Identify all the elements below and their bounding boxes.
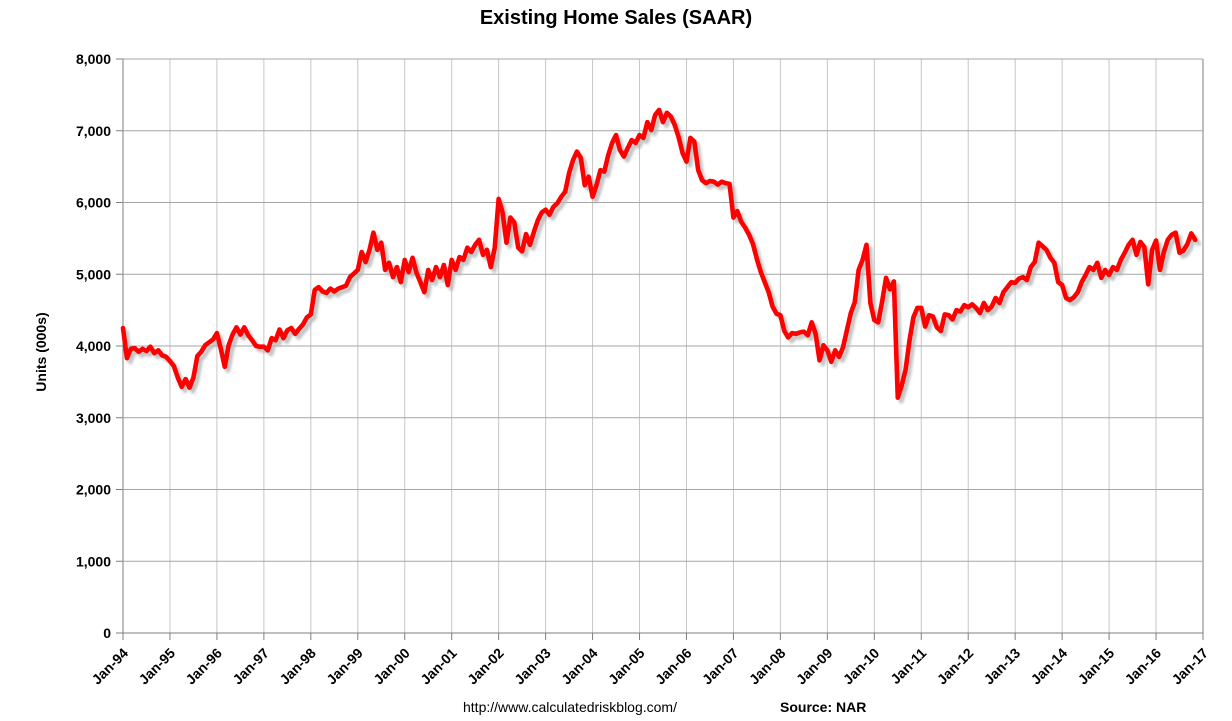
x-tick-label: Jan-14 xyxy=(1028,645,1071,688)
x-tick-label: Jan-03 xyxy=(511,645,554,688)
chart-title: Existing Home Sales (SAAR) xyxy=(479,7,753,29)
y-tick-label: 3,000 xyxy=(76,410,111,426)
x-tick-label: Jan-17 xyxy=(1168,645,1211,688)
x-tick-label: Jan-15 xyxy=(1075,645,1118,688)
x-tick-label: Jan-04 xyxy=(558,645,601,688)
x-tick-label: Jan-98 xyxy=(276,645,319,688)
x-tick-label: Jan-00 xyxy=(370,645,413,688)
y-tick-label: 2,000 xyxy=(76,482,111,498)
x-tick-label: Jan-95 xyxy=(135,645,178,688)
footer-source-value: NAR xyxy=(836,699,867,715)
footer-url: http://www.calculatedriskblog.com/ xyxy=(463,699,677,715)
x-tick-label: Jan-16 xyxy=(1121,645,1164,688)
x-tick-label: Jan-09 xyxy=(793,645,836,688)
y-tick-label: 1,000 xyxy=(76,553,111,569)
y-tick-label: 4,000 xyxy=(76,338,111,354)
x-tick-label: Jan-12 xyxy=(934,645,977,688)
y-tick-label: 6,000 xyxy=(76,195,111,211)
x-tick-label: Jan-05 xyxy=(605,645,648,688)
x-tick-label: Jan-13 xyxy=(981,645,1024,688)
x-tick-label: Jan-10 xyxy=(840,645,883,688)
horizontal-gridlines xyxy=(123,58,1203,634)
x-tick-label: Jan-07 xyxy=(699,645,742,688)
x-axis-tick-labels: Jan-94 Jan-95 Jan-96 Jan-97 Jan-98 Jan-99 Jan-… xyxy=(88,645,1211,688)
footer-source-label: Source: xyxy=(780,699,833,715)
x-tick-label: Jan-06 xyxy=(652,645,695,688)
x-tick-label: Jan-94 xyxy=(88,645,131,688)
x-tick-label: Jan-97 xyxy=(229,645,272,688)
y-tick-label: 5,000 xyxy=(76,266,111,282)
x-tick-label: Jan-01 xyxy=(417,645,460,688)
y-tick-label: 8,000 xyxy=(76,51,111,67)
y-axis-tick-labels: 0 1,000 2,000 3,000 4,000 5,000 6,000 7,000 8,00… xyxy=(76,51,111,641)
x-tick-label: Jan-02 xyxy=(464,645,507,688)
x-tick-label: Jan-11 xyxy=(887,645,929,687)
y-tick-label: 0 xyxy=(103,625,111,641)
tick-marks xyxy=(116,58,1204,640)
y-tick-label: 7,000 xyxy=(76,123,111,139)
x-tick-label: Jan-08 xyxy=(746,645,789,688)
x-tick-label: Jan-96 xyxy=(182,645,225,688)
sales-line xyxy=(120,107,1198,400)
footer-source: Source: NAR xyxy=(780,699,866,715)
x-tick-label: Jan-99 xyxy=(323,645,366,688)
y-axis-label: Units (000s) xyxy=(33,312,49,391)
